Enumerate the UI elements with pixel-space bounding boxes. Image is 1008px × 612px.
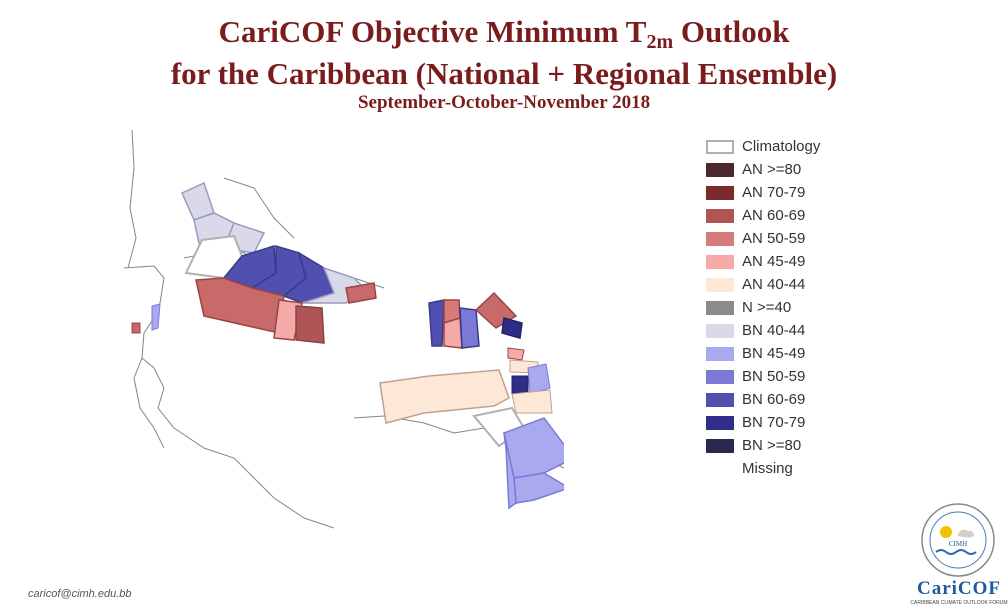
legend-row: BN 60-69	[706, 388, 856, 411]
legend-swatch	[706, 208, 734, 223]
legend-label: AN 40-44	[742, 276, 806, 293]
legend-row: BN >=80	[706, 434, 856, 457]
legend-label: BN 70-79	[742, 414, 806, 431]
region-puerto-rico-west	[428, 299, 445, 347]
legend-row: BN 45-49	[706, 342, 856, 365]
region-cuba-west-climatology	[184, 234, 244, 280]
title-main-text: CariCOF Objective Minimum T	[218, 14, 647, 49]
legend-swatch	[706, 277, 734, 292]
legend-row: Climatology	[706, 135, 856, 158]
legend-swatch	[706, 300, 734, 315]
legend-swatch	[706, 369, 734, 384]
caricof-logo-subtitle: CARIBBEAN CLIMATE OUTLOOK FORUM	[910, 600, 1008, 606]
coastline-florida-keys	[223, 177, 295, 239]
coastline-central-america	[133, 377, 165, 449]
region-virgin-islands	[459, 307, 480, 349]
legend-swatch	[706, 139, 734, 154]
region-grenada	[511, 389, 553, 414]
legend-row: AN 60-69	[706, 204, 856, 227]
caribbean-outlook-map	[124, 129, 564, 529]
region-jamaica	[273, 299, 303, 341]
coastline-yucatan	[141, 357, 335, 529]
region-abc-islands	[379, 369, 510, 424]
legend-row: AN >=80	[706, 158, 856, 181]
legend-swatch	[706, 462, 734, 476]
sun-icon	[940, 526, 952, 538]
region-venezuela-east	[503, 432, 517, 510]
contact-email: caricof@cimh.edu.bb	[28, 588, 132, 600]
title-subscript: 2m	[646, 31, 674, 53]
region-dominica	[507, 347, 525, 361]
legend-row: Missing	[706, 457, 856, 480]
legend-swatch	[706, 438, 734, 453]
legend-label: BN 50-59	[742, 368, 806, 385]
region-belize	[131, 322, 141, 334]
legend-swatch	[706, 162, 734, 177]
region-st-lucia	[511, 375, 529, 395]
region-hispaniola	[345, 282, 377, 304]
legend-row: AN 40-44	[706, 273, 856, 296]
region-western-caribbean-sea	[195, 277, 285, 334]
legend-row: AN 45-49	[706, 250, 856, 273]
legend-row: BN 70-79	[706, 411, 856, 434]
legend-row: BN 50-59	[706, 365, 856, 388]
legend-label: BN 40-44	[742, 322, 806, 339]
legend-swatch	[706, 323, 734, 338]
legend-label: AN 50-59	[742, 230, 806, 247]
legend-label: AN >=80	[742, 161, 802, 178]
legend-label: N >=40	[742, 299, 792, 316]
legend-label: AN 60-69	[742, 207, 806, 224]
season-label: September-October-November 2018	[357, 92, 651, 113]
region-guyana-south	[513, 472, 564, 504]
legend-label: Missing	[742, 460, 793, 477]
legend-swatch	[706, 254, 734, 269]
region-barbados	[527, 363, 551, 395]
title-end-text: Outlook	[673, 14, 790, 49]
legend-swatch	[706, 415, 734, 430]
legend-label: BN 60-69	[742, 391, 806, 408]
legend-swatch	[706, 231, 734, 246]
title-line-2: for the Caribbean (National + Regional E…	[170, 56, 838, 91]
title-line-1: CariCOF Objective Minimum T2m Outlook	[0, 14, 1008, 54]
legend-row: N >=40	[706, 296, 856, 319]
svg-text:CIMH: CIMH	[949, 540, 967, 548]
region-antigua	[501, 317, 523, 339]
cimh-seal-logo: CIMH	[921, 503, 995, 577]
legend-row: AN 50-59	[706, 227, 856, 250]
legend-label: BN >=80	[742, 437, 802, 454]
legend-row: AN 70-79	[706, 181, 856, 204]
legend-swatch	[706, 346, 734, 361]
cloud-icon	[958, 529, 974, 538]
legend-label: AN 70-79	[742, 184, 806, 201]
legend-label: AN 45-49	[742, 253, 806, 270]
region-jamaica-east	[295, 305, 325, 344]
coastline-usa	[127, 129, 137, 269]
legend-swatch	[706, 392, 734, 407]
wave-icon	[935, 549, 977, 555]
legend-label: BN 45-49	[742, 345, 806, 362]
map-legend: Climatology AN >=80 AN 70-79 AN 60-69 AN 50-…	[706, 135, 856, 480]
legend-label: Climatology	[742, 138, 821, 155]
legend-row: BN 40-44	[706, 319, 856, 342]
caricof-logo-text: CariCOF	[916, 578, 1002, 599]
legend-swatch	[706, 185, 734, 200]
region-belize-coast	[151, 303, 161, 331]
region-puerto-rico-south	[443, 317, 463, 349]
